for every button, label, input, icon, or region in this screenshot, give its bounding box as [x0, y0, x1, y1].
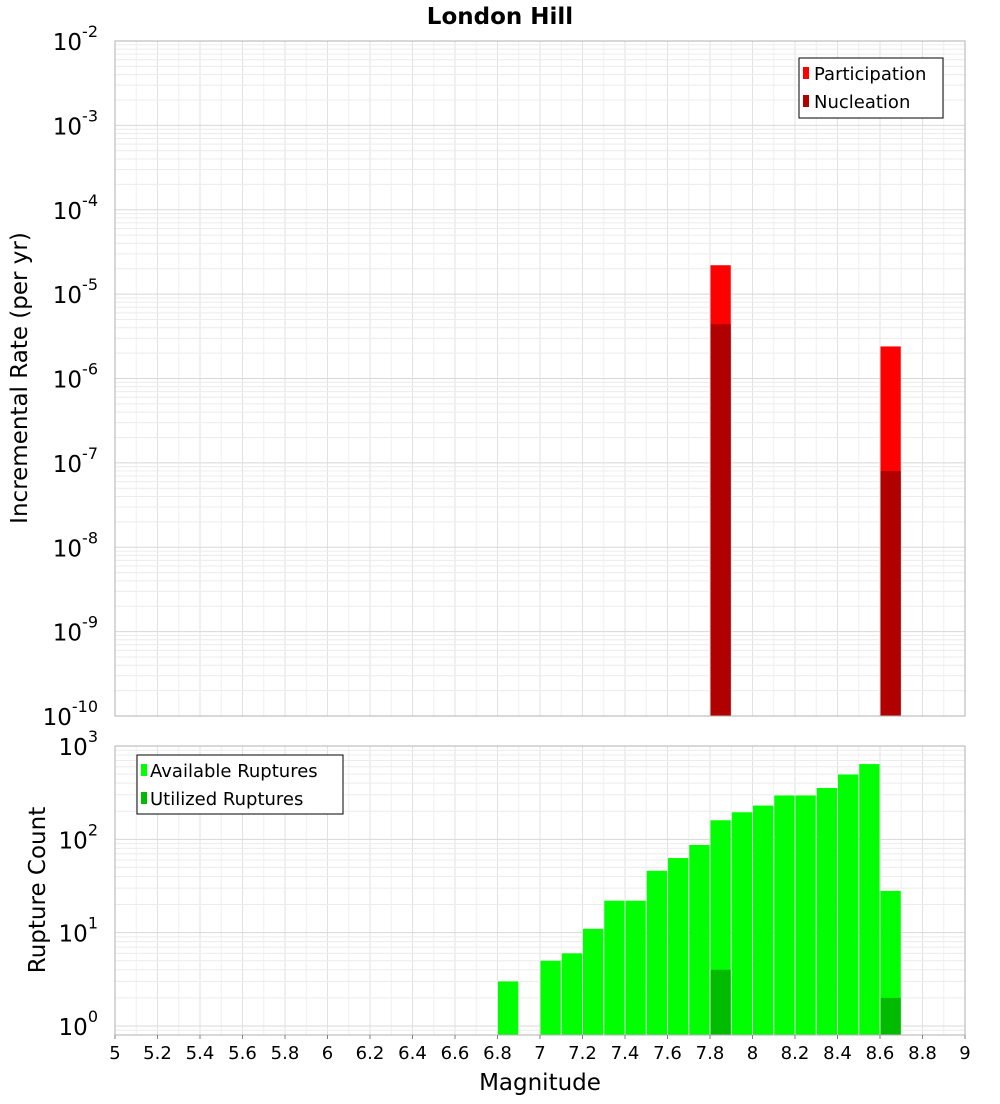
x-axis-ticks: 5 5.2 5.4 5.6 5.8 6 6.2 6.4 6.6 6.8 7 7.2 7.4 7.6 7.8 8… [109, 1035, 971, 1064]
top-plot-frame [114, 40, 966, 717]
x-tick-label: 5.6 [228, 1043, 257, 1064]
legend-swatch-available [141, 764, 147, 776]
y-tick-label: 10-3 [53, 106, 98, 140]
y-tick-label: 102 [59, 820, 98, 854]
x-tick-label: 7.6 [653, 1043, 682, 1064]
bar [561, 953, 582, 1035]
top-legend-box [798, 57, 944, 119]
bar [710, 969, 731, 1035]
x-axis-label: Magnitude [479, 1070, 601, 1096]
y-tick-label: 100 [59, 1007, 98, 1041]
chart-title: London Hill [427, 4, 573, 30]
y-tick-label: 103 [59, 727, 98, 761]
bar [731, 812, 752, 1035]
bar [838, 774, 859, 1035]
x-tick-label: 7 [534, 1043, 545, 1064]
bar [710, 324, 731, 716]
x-tick-label: 6 [322, 1043, 333, 1064]
y-tick-label: 10-8 [53, 528, 98, 562]
y-tick-label: 101 [59, 914, 98, 948]
bottom-legend-box [136, 754, 344, 815]
y-tick-label: 10-4 [53, 191, 98, 225]
bottom-y-axis-ticks: 103 102 101 100 [59, 727, 98, 1041]
x-tick-label: 7.8 [696, 1043, 725, 1064]
top-bars [710, 265, 901, 716]
bar [753, 805, 774, 1035]
y-tick-label: 10-9 [53, 613, 98, 647]
y-tick-label: 10-5 [53, 275, 98, 309]
bar [795, 795, 816, 1035]
x-tick-label: 8.8 [908, 1043, 937, 1064]
bar [774, 795, 795, 1035]
y-tick-label: 10-2 [53, 22, 98, 56]
x-tick-label: 8 [747, 1043, 758, 1064]
top-legend: Participation Nucleation [798, 57, 944, 119]
x-tick-label: 7.4 [611, 1043, 640, 1064]
y-tick-label: 10-6 [53, 360, 98, 394]
x-tick-label: 6.8 [483, 1043, 512, 1064]
top-y-axis-ticks: 10-2 10-3 10-4 10-5 10-6 10-7 10-8 10-9 10-10 [43, 22, 98, 731]
y-tick-label: 10-10 [43, 697, 98, 731]
legend-label-utilized: Utilized Ruptures [150, 789, 303, 810]
bar [540, 960, 561, 1035]
bar [880, 471, 901, 716]
legend-swatch-participation [803, 67, 809, 79]
bottom-y-axis-label: Rupture Count [25, 807, 51, 973]
x-tick-label: 9 [959, 1043, 970, 1064]
bottom-bars [498, 764, 901, 1035]
x-tick-label: 7.2 [568, 1043, 597, 1064]
legend-swatch-utilized [141, 792, 147, 804]
bar [689, 844, 710, 1035]
y-tick-label: 10-7 [53, 444, 98, 478]
legend-label-nucleation: Nucleation [814, 92, 910, 113]
x-tick-label: 8.2 [781, 1043, 810, 1064]
bar [583, 928, 604, 1035]
top-grid [114, 40, 966, 717]
x-tick-label: 6.4 [398, 1043, 427, 1064]
x-tick-label: 8.4 [823, 1043, 852, 1064]
x-tick-label: 8.6 [866, 1043, 895, 1064]
bar [880, 997, 901, 1035]
bar [498, 981, 519, 1035]
bar [625, 900, 646, 1035]
legend-label-participation: Participation [814, 64, 926, 85]
x-tick-label: 6.2 [356, 1043, 385, 1064]
bar [816, 787, 837, 1035]
x-tick-label: 5 [109, 1043, 120, 1064]
top-y-axis-label: Incremental Rate (per yr) [7, 232, 33, 524]
bar [668, 858, 689, 1035]
x-tick-label: 5.4 [186, 1043, 215, 1064]
x-tick-label: 6.6 [441, 1043, 470, 1064]
bar [646, 870, 667, 1035]
bar [604, 900, 625, 1035]
legend-label-available: Available Ruptures [150, 761, 318, 782]
legend-swatch-nucleation [803, 95, 809, 107]
bottom-legend: Available Ruptures Utilized Ruptures [136, 754, 344, 815]
x-tick-label: 5.8 [271, 1043, 300, 1064]
bar [859, 764, 880, 1035]
x-tick-label: 5.2 [143, 1043, 172, 1064]
